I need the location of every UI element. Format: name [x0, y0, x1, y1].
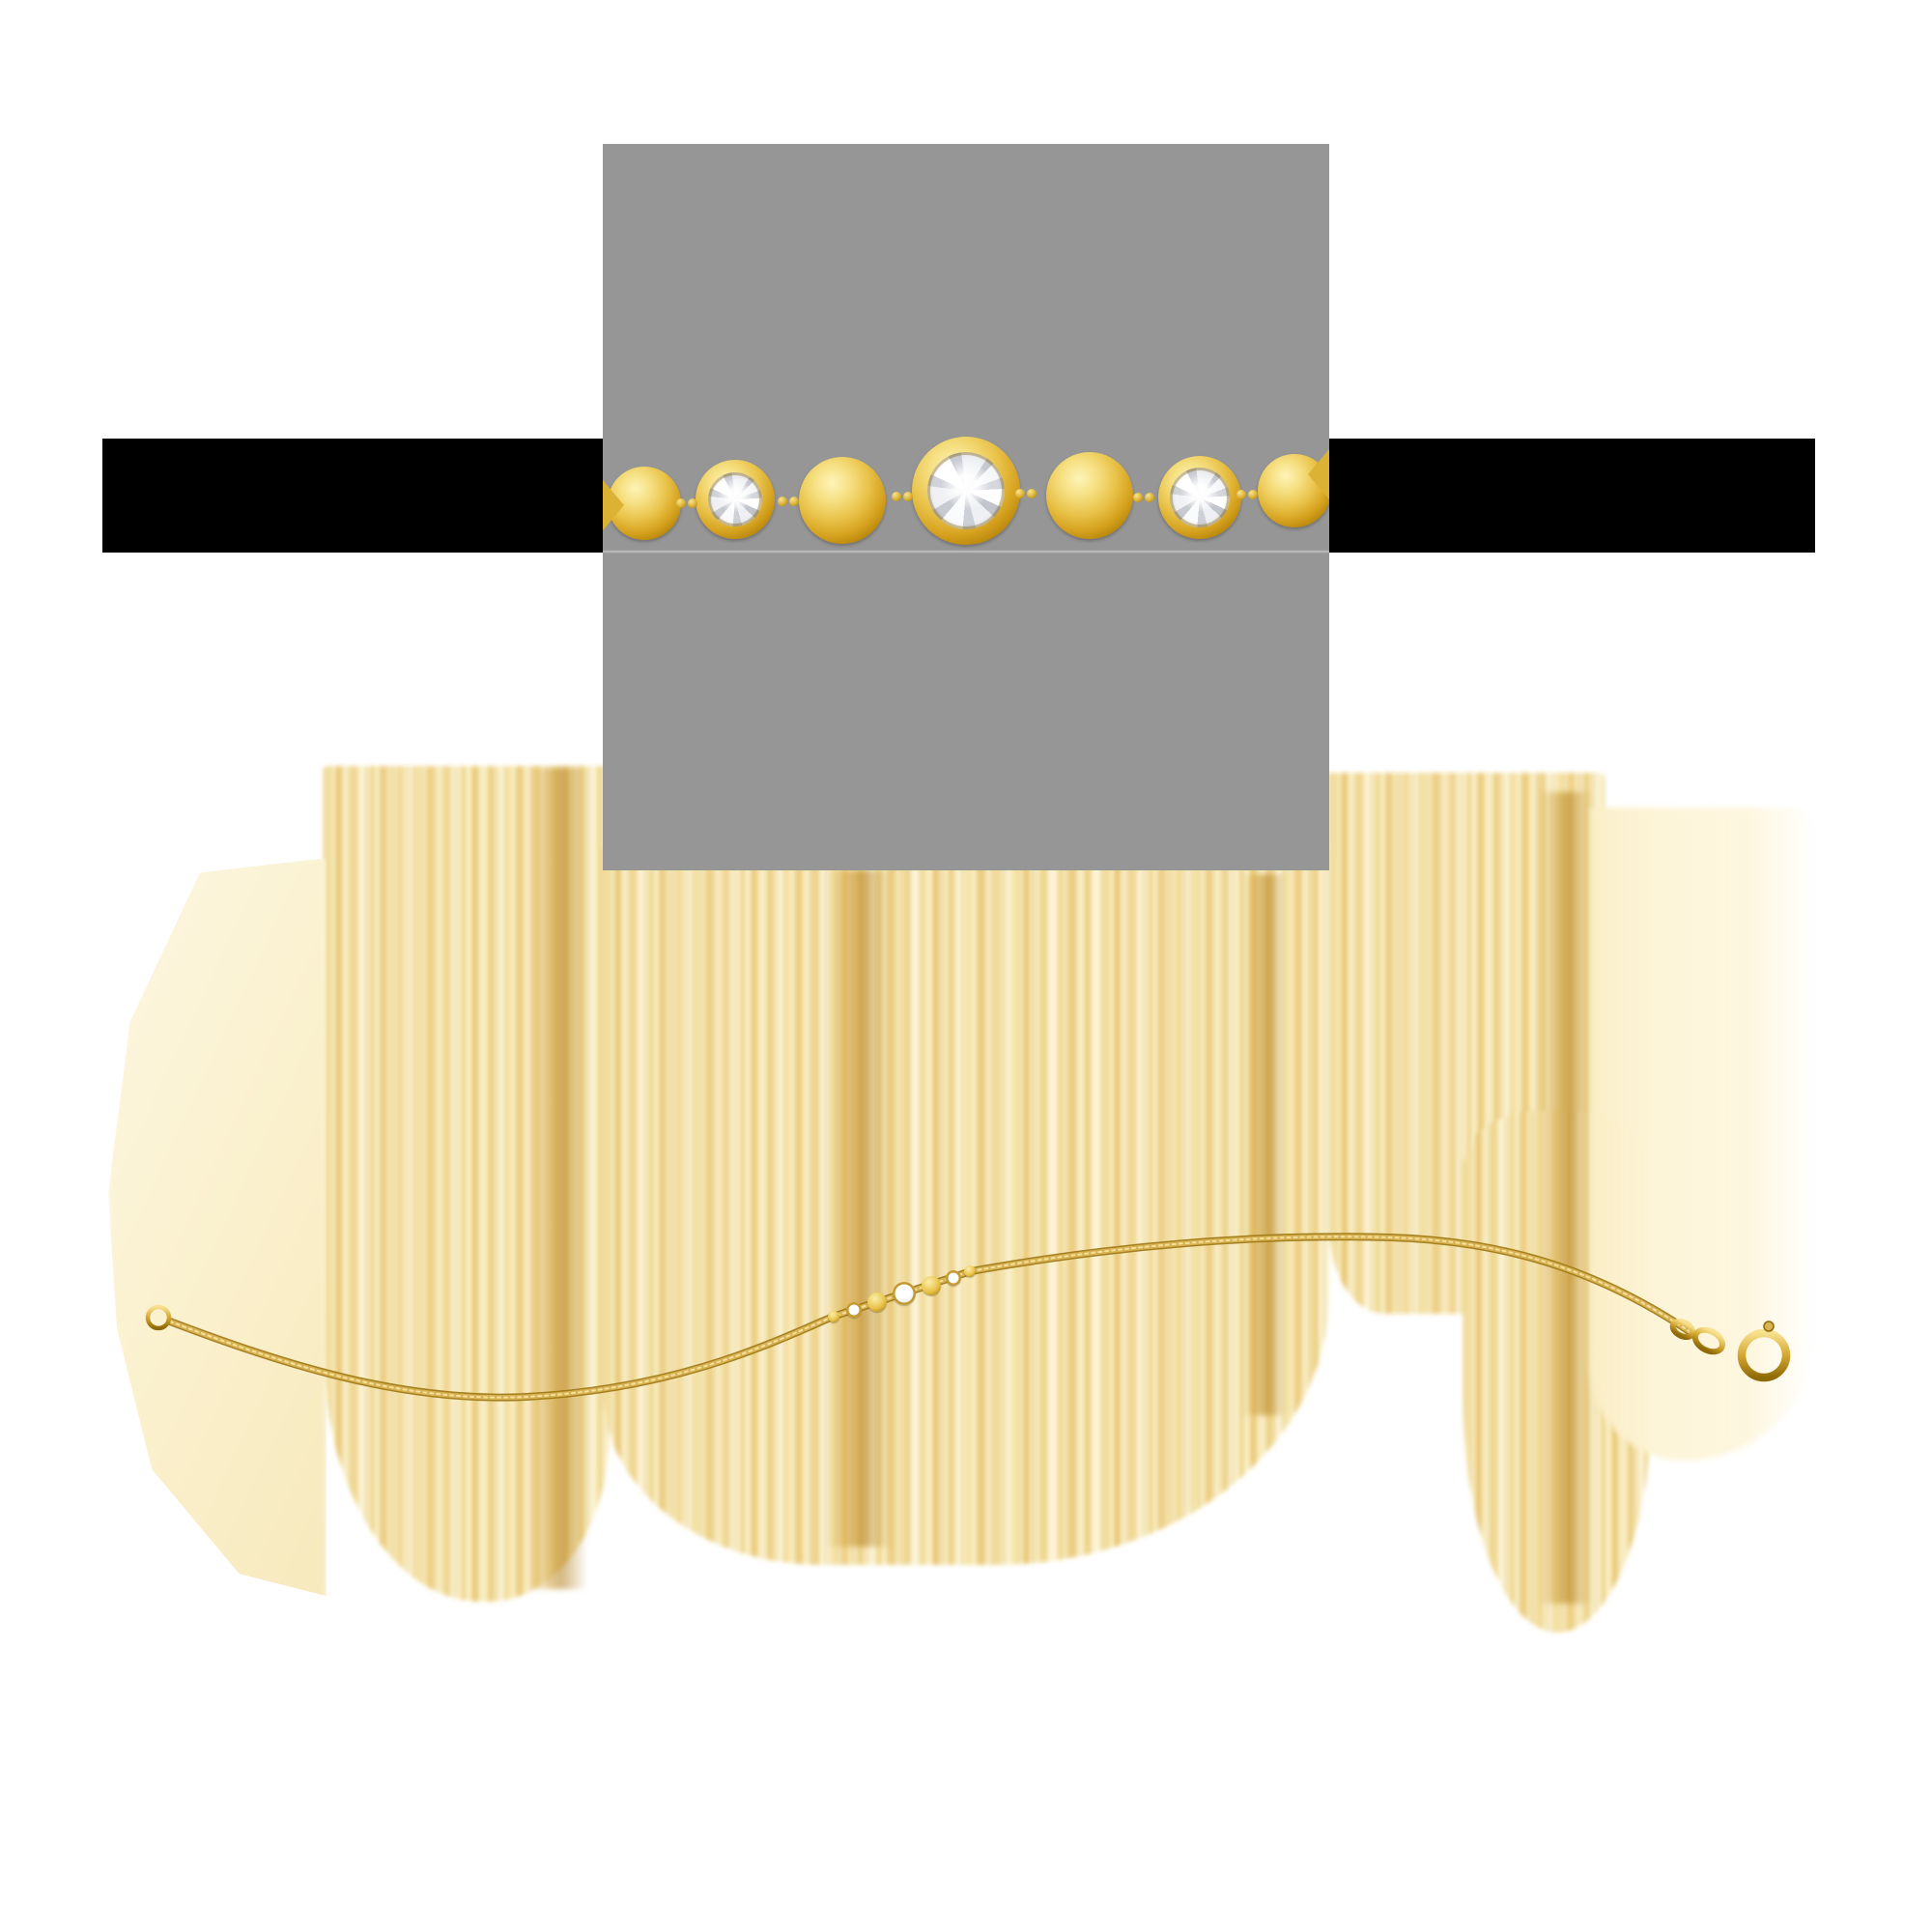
closeup-connector-bead	[789, 497, 799, 506]
spring-ring	[1737, 1328, 1791, 1382]
closeup-connector-bead	[1015, 489, 1025, 498]
closeup-connector-bead	[778, 497, 787, 506]
closeup-connector-bead	[1027, 489, 1037, 498]
closeup-connector-bead	[1133, 493, 1143, 502]
gold-smear-right-pale	[1589, 808, 1816, 1461]
closeup-connector-bead	[688, 498, 697, 508]
spring-ring-clasp	[1669, 1318, 1791, 1382]
closeup-diamond-station	[696, 460, 775, 539]
clasp-link	[1691, 1326, 1726, 1355]
photo-shadow-line	[603, 551, 1329, 553]
closeup-diamond	[927, 452, 1005, 529]
chain-path-base	[166, 1233, 1694, 1402]
closeup-connector-bead	[676, 498, 686, 508]
spring-ring-knob	[1763, 1321, 1775, 1332]
chain-mini-gold-disc	[964, 1265, 976, 1277]
gold-streak-accent	[1242, 874, 1287, 1415]
closeup-connector-bead	[1145, 493, 1154, 502]
closeup-connector-bead	[1248, 490, 1258, 499]
closeup-edge-sliver	[1308, 449, 1329, 499]
chain-mini-gold-disc	[828, 1311, 839, 1322]
chain-path-mid	[167, 1234, 1693, 1401]
closeup-photo	[603, 144, 1329, 870]
closeup-edge-sliver	[603, 480, 624, 530]
closeup-diamond-station	[1158, 456, 1241, 539]
chain-mini-gold-disc	[922, 1276, 941, 1295]
chain-path-highlight	[169, 1236, 1691, 1399]
closeup-connector-bead	[1236, 490, 1246, 499]
chain-mini-diamond	[893, 1282, 916, 1305]
closeup-gold-disc	[1046, 452, 1133, 539]
gold-smear-center-block	[603, 850, 1329, 1565]
closeup-diamond	[708, 472, 762, 526]
chain-mini-diamond	[846, 1302, 862, 1318]
closeup-gold-disc	[799, 457, 886, 544]
gold-streak-accent	[529, 768, 587, 1589]
jump-ring	[145, 1304, 172, 1331]
closeup-connector-bead	[903, 492, 913, 501]
chain-mini-gold-disc	[867, 1293, 887, 1312]
closeup-diamond	[1170, 468, 1230, 527]
clasp-link	[1669, 1318, 1696, 1341]
closeup-connector-bead	[892, 492, 901, 501]
gold-streak-accent	[826, 870, 894, 1547]
chain-mini-diamond	[946, 1270, 961, 1286]
closeup-diamond-station	[912, 437, 1020, 545]
gold-streak-accent	[1538, 792, 1592, 1604]
